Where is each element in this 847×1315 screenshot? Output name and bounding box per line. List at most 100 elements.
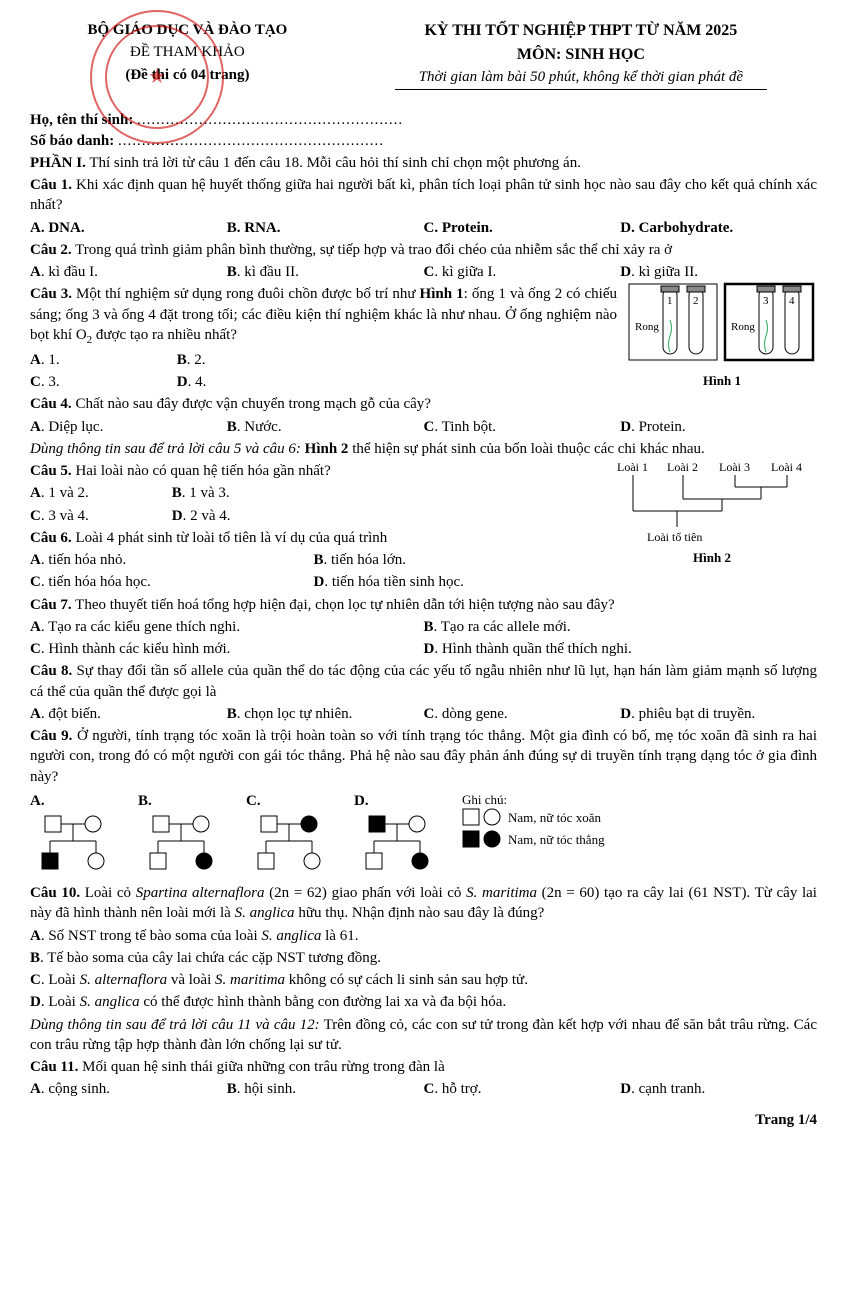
q9-opt-b-wrap: B. [138,791,228,881]
q10-label: Câu 10. [30,885,80,901]
pedigree-a [30,811,120,881]
q2-opt-b: . kì đầu II. [237,264,299,280]
q11-label: Câu 11. [30,1059,78,1075]
q3-opt-a: . 1. [41,352,60,368]
legend-icon-filled [462,830,502,848]
q9-opt-a: A. [30,793,45,809]
svg-text:2: 2 [693,295,699,307]
q4-options: A. Diệp lục. B. Nước. C. Tinh bột. D. Pr… [30,417,817,437]
q6-text: Loài 4 phát sinh từ loài tổ tiên là ví d… [72,530,388,546]
legend-icon-open [462,808,502,826]
q7-opt-d: . Hình thành quần thể thích nghi. [434,641,631,657]
q5-label: Câu 5. [30,463,72,479]
q8-opt-a: . đột biến. [41,706,101,722]
q56-hinh2: Hình 2 [305,441,349,457]
svg-text:4: 4 [789,295,795,307]
q3-opt-c: . 3. [41,374,60,390]
q9-opt-d-wrap: D. [354,791,444,881]
svg-text:Rong: Rong [635,321,659,333]
svg-text:Rong: Rong [731,321,755,333]
svg-text:3: 3 [763,295,769,307]
q9-legend1: Nam, nữ tóc xoăn [508,809,601,827]
q1-opt-d: D. Carbohydrate. [620,220,733,236]
pedigree-d [354,811,444,881]
ministry-name: BỘ GIÁO DỤC VÀ ĐÀO TẠO [30,20,345,40]
exam-subject: MÔN: SINH HỌC [345,44,817,66]
q1112-intro-italic: Dùng thông tin sau để trả lời câu 11 và … [30,1017,320,1033]
q7-options-row2: C. Hình thành các kiểu hình mới. D. Hình… [30,639,817,659]
q9-opt-c: C. [246,793,261,809]
q10-a-ta: . Số NST trong tế bào soma của loài [41,928,262,944]
q2-opt-c: . kì giữa I. [434,264,496,280]
page-number: Trang 1/4 [30,1110,817,1130]
q10-d-lbl: D [30,994,41,1010]
q3-text-c: được tạo ra nhiều nhất? [92,327,237,343]
q10-i1: Spartina alternaflora [136,885,265,901]
q11-opt-c: . hỗ trợ. [434,1081,481,1097]
q5-opt-c: . 3 và 4. [41,508,89,524]
question-3: Câu 3. Một thí nghiệm sử dụng rong đuôi … [30,284,617,347]
figure-1-svg: Rong 1 2 Rong 3 [627,282,817,372]
q9-opt-b: B. [138,793,152,809]
q3-text-a: Một thí nghiệm sử dụng rong đuôi chồn đư… [72,286,420,302]
q6-label: Câu 6. [30,530,72,546]
q7-text: Theo thuyết tiến hoá tổng hợp hiện đại, … [72,597,615,613]
part1-intro: PHẦN I. Thí sinh trả lời từ câu 1 đến câ… [30,153,817,173]
q5-q6-row: Câu 5. Hai loài nào có quan hệ tiến hóa … [30,459,817,593]
q10-ta: Loài cỏ [80,885,136,901]
q3-opt-d: . 4. [188,374,207,390]
q10-a-lbl: A [30,928,41,944]
q11-options: A. cộng sinh. B. hội sinh. C. hỗ trợ. D.… [30,1079,817,1099]
q3-options-row1: A. 1. B. 2. [30,350,617,370]
q11-text: Mối quan hệ sinh thái giữa những con trâ… [78,1059,444,1075]
question-6: Câu 6. Loài 4 phát sinh từ loài tổ tiên … [30,528,597,548]
candidate-name-dots [137,112,403,128]
q2-opt-d: . kì giữa II. [631,264,698,280]
q5-text: Hai loài nào có quan hệ tiến hóa gần nhấ… [72,463,331,479]
q1-opt-c: C. Protein. [424,220,493,236]
q4-opt-c: . Tinh bột. [434,419,496,435]
svg-text:Loài 1: Loài 1 [617,460,648,474]
figure-2-caption: Hình 2 [607,549,817,567]
q1-opt-b: B. RNA. [227,220,281,236]
q1112-intro: Dùng thông tin sau để trả lời câu 11 và … [30,1015,817,1056]
q6-opt-b: . tiến hóa lớn. [324,552,407,568]
candidate-name-label: Họ, tên thí sinh: [30,112,133,128]
question-11: Câu 11. Mối quan hệ sinh thái giữa những… [30,1057,817,1077]
part1-label: PHẦN I. [30,155,86,171]
q4-text: Chất nào sau đây được vận chuyển trong m… [72,396,431,412]
q10-a-i: S. anglica [261,928,321,944]
exam-type: ĐỀ THAM KHẢO [30,42,345,62]
figure-2-svg: Loài 1 Loài 2 Loài 3 Loài 4 Loài tổ tiên [607,459,817,549]
q9-opt-c-wrap: C. [246,791,336,881]
figure-2: Loài 1 Loài 2 Loài 3 Loài 4 Loài tổ tiên… [607,459,817,567]
q4-label: Câu 4. [30,396,72,412]
candidate-info-block: Họ, tên thí sinh: Số báo danh: [30,110,817,151]
q3-label: Câu 3. [30,286,72,302]
q10-c-tb: và loài [167,972,215,988]
q7-opt-a: . Tạo ra các kiểu gene thích nghi. [41,619,240,635]
q9-opt-d: D. [354,793,369,809]
q10-b-lbl: B [30,950,40,966]
q10-b-t: . Tế bào soma của cây lai chứa các cặp N… [40,950,381,966]
q10-d-ta: . Loài [41,994,80,1010]
pedigree-c [246,811,336,881]
q10-td: hữu thụ. Nhận định nào sau đây là đúng? [295,905,545,921]
q7-options-row1: A. Tạo ra các kiểu gene thích nghi. B. T… [30,617,817,637]
q9-legend2: Nam, nữ tóc thẳng [508,831,605,849]
q9-opt-a-wrap: A. [30,791,120,881]
page-count: (Đề thi có 04 trang) [30,65,345,85]
svg-text:1: 1 [667,295,673,307]
q10-i3: S. anglica [235,905,295,921]
q56-intro: Dùng thông tin sau để trả lời câu 5 và c… [30,439,817,459]
q8-opt-d: . phiêu bạt di truyền. [631,706,755,722]
q56-intro-italic: Dùng thông tin sau để trả lời câu 5 và c… [30,441,301,457]
q10-a-tb: là 61. [321,928,358,944]
q1-options: A. DNA. B. RNA. C. Protein. D. Carbohydr… [30,218,817,238]
q10-c-lbl: C [30,972,41,988]
part1-text: Thí sinh trả lời từ câu 1 đến câu 18. Mỗ… [86,155,581,171]
q1-label: Câu 1. [30,177,72,193]
q10-d-i: S. anglica [80,994,140,1010]
q6-opt-d: . tiến hóa tiền sinh học. [324,574,464,590]
q10-d-tb: có thể được hình thành bằng con đường la… [140,994,507,1010]
